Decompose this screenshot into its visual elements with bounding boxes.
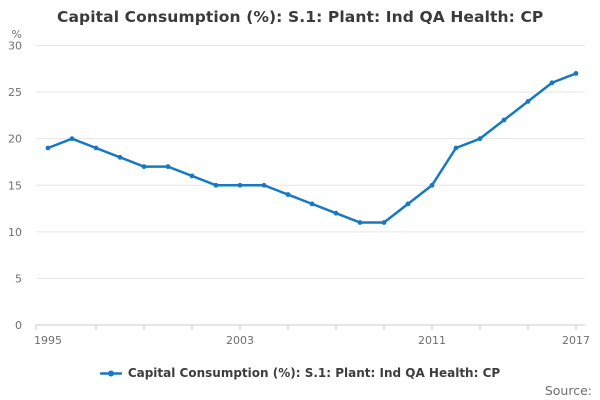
series-point-marker [477,136,483,142]
y-axis-unit-label: % [12,28,22,41]
series-point-marker [381,220,387,225]
series-point-marker [141,164,147,170]
source-label: Source: [544,383,592,398]
series-point-marker [405,201,411,207]
series-point-marker [573,71,579,76]
series-point-marker [261,182,267,188]
series-point-marker [525,99,531,104]
series-point-marker [501,117,507,123]
x-axis-tick-label: 2017 [562,334,590,347]
legend-label: Capital Consumption (%): S.1: Plant: Ind… [127,366,501,380]
series-point-marker [309,201,315,207]
series-point-marker [93,145,99,151]
series-line [46,72,578,224]
y-axis-tick-label: 10 [8,226,22,239]
chart-legend: Capital Consumption (%): S.1: Plant: Ind… [0,366,600,380]
chart-title: Capital Consumption (%): S.1: Plant: Ind… [57,8,544,26]
series-point-marker [69,136,75,142]
series-point-marker [45,145,51,151]
series-point-marker [429,182,435,188]
y-axis-tick-label: 20 [8,133,22,146]
series-point-marker [213,182,219,188]
series-point-marker [357,220,363,225]
x-axis-tick-label: 2003 [226,334,254,347]
x-axis-tick-label: 1995 [34,334,62,347]
y-axis-tick-label: 15 [8,179,22,192]
series-point-marker [117,154,123,160]
y-axis-tick-label: 25 [8,86,22,99]
series-point-marker [165,164,171,170]
legend-line-marker-icon [99,370,122,376]
series-point-marker [285,192,291,197]
series-point-marker [333,210,339,216]
legend-item[interactable]: Capital Consumption (%): S.1: Plant: Ind… [99,366,501,380]
series-point-marker [549,80,555,86]
series-point-marker [453,145,459,151]
y-axis-tick-label: 30 [8,40,22,53]
series-point-marker [237,182,243,188]
y-axis-tick-label: 0 [15,319,22,332]
x-axis-tick-label: 2011 [418,334,446,347]
y-axis-tick-label: 5 [15,272,22,285]
series-point-marker [189,173,195,179]
